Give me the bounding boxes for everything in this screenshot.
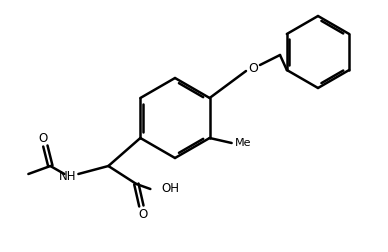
Text: O: O <box>39 132 48 144</box>
Text: O: O <box>139 207 148 220</box>
Text: O: O <box>248 61 258 75</box>
Text: NH: NH <box>59 170 76 182</box>
Text: Me: Me <box>235 138 251 148</box>
Text: OH: OH <box>161 182 179 196</box>
